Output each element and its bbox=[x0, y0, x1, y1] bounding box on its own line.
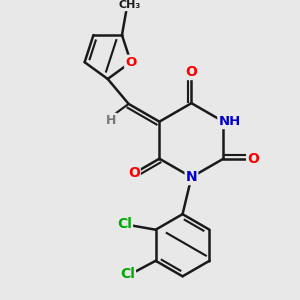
Text: O: O bbox=[125, 56, 136, 69]
Text: N: N bbox=[186, 170, 197, 184]
Text: CH₃: CH₃ bbox=[118, 0, 141, 10]
Text: Cl: Cl bbox=[120, 267, 135, 281]
Text: O: O bbox=[185, 65, 197, 79]
Text: O: O bbox=[128, 167, 140, 181]
Text: NH: NH bbox=[218, 115, 241, 128]
Text: Cl: Cl bbox=[117, 217, 132, 231]
Text: O: O bbox=[247, 152, 259, 166]
Text: H: H bbox=[106, 114, 116, 127]
